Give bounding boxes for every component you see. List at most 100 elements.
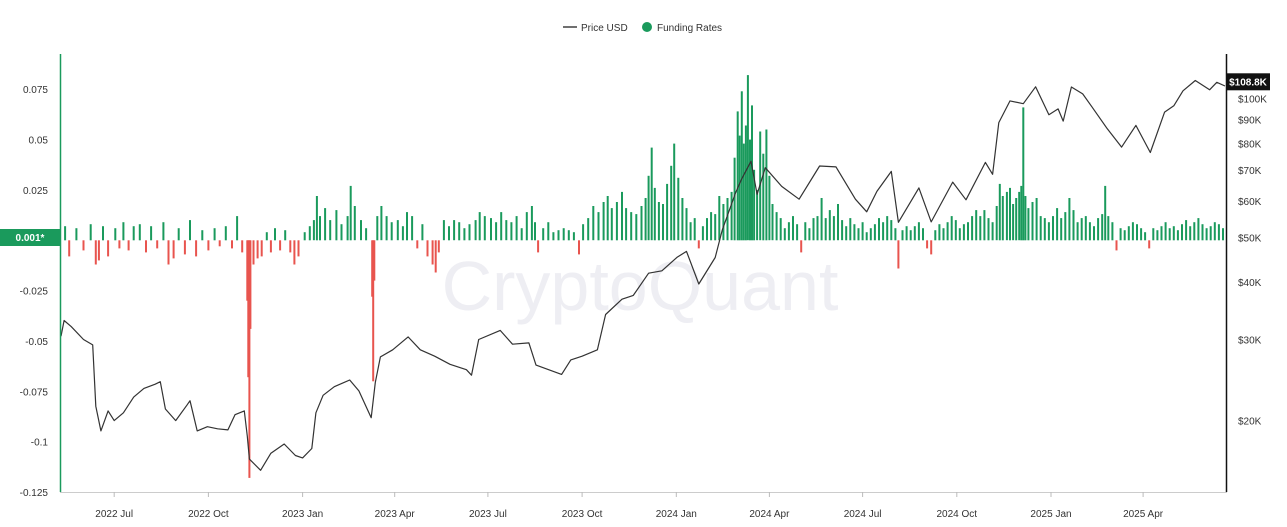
- funding-bar: [520, 228, 523, 241]
- funding-bar: [615, 202, 618, 241]
- funding-bar: [625, 208, 628, 241]
- funding-bar: [714, 214, 717, 241]
- funding-bar: [744, 125, 747, 241]
- price-point: [333, 385, 336, 388]
- funding-bar: [998, 183, 1001, 241]
- legend-label-funding: Funding Rates: [657, 23, 722, 34]
- price-point: [465, 368, 468, 371]
- funding-bar: [726, 198, 729, 241]
- funding-bar: [689, 222, 692, 241]
- price-point: [449, 363, 452, 366]
- funding-bar: [505, 220, 508, 241]
- price-point: [991, 173, 994, 176]
- funding-bar: [869, 228, 872, 241]
- funding-bar: [1140, 228, 1143, 241]
- funding-bar: [718, 196, 721, 241]
- legend-item-price[interactable]: Price USD: [563, 23, 628, 34]
- price-point: [310, 447, 313, 450]
- funding-bar: [335, 210, 338, 241]
- funding-bar: [1101, 214, 1104, 241]
- price-point: [70, 325, 73, 328]
- funding-bar: [1080, 218, 1083, 241]
- funding-bar: [1197, 218, 1200, 241]
- funding-bar: [353, 206, 356, 241]
- price-point: [470, 374, 473, 377]
- funding-bar: [1136, 224, 1138, 241]
- funding-bar: [740, 91, 743, 241]
- legend: Price USD Funding Rates: [563, 22, 722, 34]
- price-point: [560, 373, 563, 376]
- funding-bar: [315, 196, 318, 241]
- left-tick-label: -0.125: [20, 488, 49, 499]
- funding-bar: [284, 230, 287, 241]
- price-point: [647, 272, 650, 275]
- price-point: [1106, 127, 1109, 130]
- funding-bar: [873, 224, 876, 241]
- current-price-badge: $108.8K: [1226, 73, 1270, 91]
- funding-bar: [1176, 230, 1179, 241]
- funding-bar: [248, 240, 251, 478]
- funding-bar: [995, 206, 998, 241]
- funding-bar: [1127, 226, 1130, 241]
- funding-bar: [1131, 222, 1134, 241]
- funding-bar: [736, 111, 739, 241]
- funding-bar: [1119, 228, 1122, 241]
- funding-bar: [1018, 191, 1021, 241]
- price-point: [734, 191, 737, 194]
- funding-bar: [132, 226, 135, 241]
- price-point: [951, 181, 954, 184]
- funding-bar: [837, 204, 839, 241]
- funding-bar: [118, 240, 121, 249]
- funding-bar: [820, 198, 823, 241]
- price-point: [965, 198, 968, 201]
- price-point: [322, 394, 325, 397]
- funding-bar: [808, 228, 811, 241]
- right-tick-label: $90K: [1238, 116, 1262, 127]
- price-point: [854, 198, 857, 201]
- price-point: [234, 413, 237, 416]
- legend-item-funding[interactable]: Funding Rates: [642, 22, 722, 34]
- funding-bar: [1097, 218, 1100, 241]
- funding-bar: [1052, 216, 1054, 241]
- left-tick-label: -0.075: [20, 387, 49, 398]
- funding-bar: [122, 222, 125, 241]
- funding-bar: [756, 189, 759, 241]
- funding-bar: [958, 228, 961, 241]
- funding-bar: [828, 210, 831, 241]
- funding-bar: [1222, 228, 1224, 241]
- funding-bar: [431, 240, 434, 265]
- funding-bar: [249, 240, 252, 329]
- funding-bar: [812, 218, 815, 241]
- funding-bar: [733, 157, 736, 241]
- funding-bar: [792, 216, 794, 241]
- funding-bar: [1201, 224, 1204, 241]
- price-point: [164, 408, 167, 411]
- funding-bar: [1160, 226, 1163, 241]
- funding-bar: [162, 222, 165, 241]
- funding-bar: [742, 143, 745, 241]
- funding-bar: [685, 208, 688, 241]
- funding-bar: [942, 228, 945, 241]
- price-point: [243, 409, 246, 412]
- funding-bar: [552, 232, 555, 241]
- price-point: [756, 193, 759, 196]
- right-tick-label: $40K: [1238, 278, 1262, 289]
- funding-bar: [578, 240, 580, 255]
- price-point: [714, 256, 717, 259]
- funding-bar: [365, 228, 368, 241]
- price-point: [1134, 124, 1137, 127]
- price-point: [99, 429, 102, 432]
- price-point: [527, 341, 530, 344]
- right-tick-label: $100K: [1238, 95, 1267, 106]
- price-point: [798, 198, 801, 201]
- price-point: [569, 358, 572, 361]
- price-point: [216, 427, 219, 430]
- funding-bar: [474, 220, 477, 241]
- price-point: [159, 380, 162, 383]
- funding-bar: [865, 232, 868, 241]
- funding-bar: [950, 216, 953, 241]
- funding-bar: [635, 214, 638, 241]
- price-point: [1070, 86, 1073, 89]
- funding-bar: [816, 216, 819, 241]
- funding-bar: [1022, 107, 1025, 241]
